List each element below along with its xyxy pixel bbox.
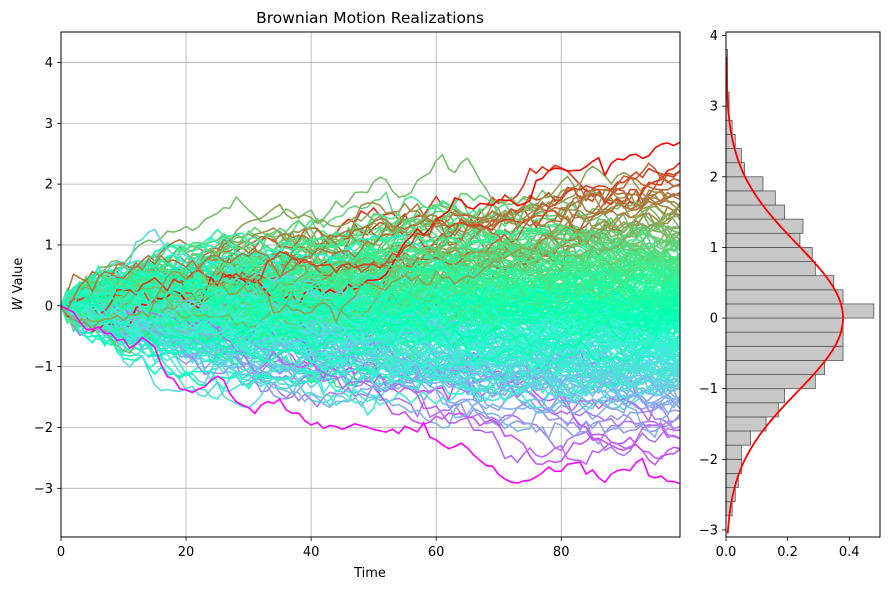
histogram-plot-frame <box>725 31 881 538</box>
histogram-bar <box>726 289 844 305</box>
brownian-path <box>61 240 680 337</box>
histogram-bar <box>726 416 767 432</box>
brownian-path <box>61 274 680 337</box>
histogram-bar <box>726 204 785 220</box>
brownian-path <box>61 280 680 341</box>
histogram-bar <box>726 317 844 333</box>
y-tick-label: 3 <box>45 117 53 132</box>
brownian-path <box>61 300 680 412</box>
x-tick-label: 0 <box>57 545 65 560</box>
histogram-bar <box>726 402 779 418</box>
chart-title: Brownian Motion Realizations <box>256 9 484 27</box>
brownian-path <box>61 301 680 415</box>
main-plot-frame <box>60 31 681 538</box>
normal-fit-curve <box>726 56 844 534</box>
brownian-path <box>61 280 680 327</box>
main-ticks: 0 20 40 60 80 −3 −2 −1 0 1 2 3 4 <box>34 56 570 560</box>
x-tick-label: 20 <box>178 545 195 560</box>
histogram-panel: 0.0 0.2 0.4 −3 −2 −1 0 1 2 3 4 <box>699 29 881 560</box>
x-axis-label: Time <box>353 566 386 581</box>
hist-y-tick-label: −1 <box>699 382 718 397</box>
x-tick-label: 60 <box>428 545 445 560</box>
y-tick-label: −2 <box>34 421 53 436</box>
hist-x-tick-label: 0.2 <box>777 545 798 560</box>
brownian-path <box>61 221 680 329</box>
brownian-path <box>61 301 680 409</box>
y-tick-label: 1 <box>45 238 53 253</box>
x-tick-label: 40 <box>303 545 320 560</box>
y-axis-label-text: Value <box>11 258 26 298</box>
brownian-path <box>61 296 680 371</box>
brownian-path <box>61 292 680 350</box>
histogram-bar <box>726 261 816 277</box>
brownian-path <box>61 226 680 314</box>
histogram-bar <box>726 275 835 291</box>
brownian-path <box>61 303 680 398</box>
y-tick-label: 2 <box>45 178 53 193</box>
hist-y-tick-label: 1 <box>710 241 718 256</box>
hist-y-tick-label: 2 <box>710 170 718 185</box>
brownian-path <box>61 272 680 333</box>
brownian-path <box>61 192 680 311</box>
y-tick-label: 0 <box>45 299 53 314</box>
histogram-bar <box>726 444 742 460</box>
y-tick-label: −1 <box>34 360 53 375</box>
brownian-path <box>61 297 680 391</box>
histogram-bar <box>726 218 804 234</box>
brownian-path <box>61 225 680 355</box>
hist-y-tick-label: 3 <box>710 100 718 115</box>
brownian-path <box>61 278 680 336</box>
hist-y-tick-label: −2 <box>699 453 718 468</box>
x-tick-label: 80 <box>553 545 570 560</box>
brownian-paths <box>61 141 680 485</box>
y-axis-label-symbol: W <box>11 296 26 310</box>
histogram-bars <box>726 49 875 517</box>
y-tick-label: 4 <box>45 56 53 71</box>
hist-y-tick-label: 4 <box>710 29 718 44</box>
histogram-bar <box>726 247 813 262</box>
histogram-bar <box>726 345 844 361</box>
hist-x-tick-label: 0.0 <box>716 545 737 560</box>
histogram-bar <box>726 430 752 446</box>
hist-y-tick-label: −3 <box>699 523 718 538</box>
brownian-path <box>61 251 680 318</box>
brownian-path <box>61 282 680 404</box>
y-tick-label: −3 <box>34 482 53 497</box>
hist-x-tick-label: 0.4 <box>839 545 860 560</box>
y-axis-label: W Value <box>11 258 26 311</box>
histogram-bar <box>726 360 825 375</box>
histogram-bar <box>726 190 776 206</box>
histogram-bar <box>726 303 875 319</box>
histogram-ticks: 0.0 0.2 0.4 −3 −2 −1 0 1 2 3 4 <box>699 29 860 560</box>
main-chart: 0 20 40 60 80 −3 −2 −1 0 1 2 3 4 Brownian Motion Rea… <box>11 9 681 581</box>
hist-y-tick-label: 0 <box>710 312 718 327</box>
brownian-path <box>61 305 680 485</box>
brownian-path <box>61 280 680 320</box>
histogram-bar <box>726 176 764 192</box>
brownian-path <box>61 304 680 392</box>
histogram-bar <box>726 331 844 347</box>
brownian-path <box>61 208 680 331</box>
histogram-bar <box>726 388 785 404</box>
brownian-path <box>61 167 680 315</box>
